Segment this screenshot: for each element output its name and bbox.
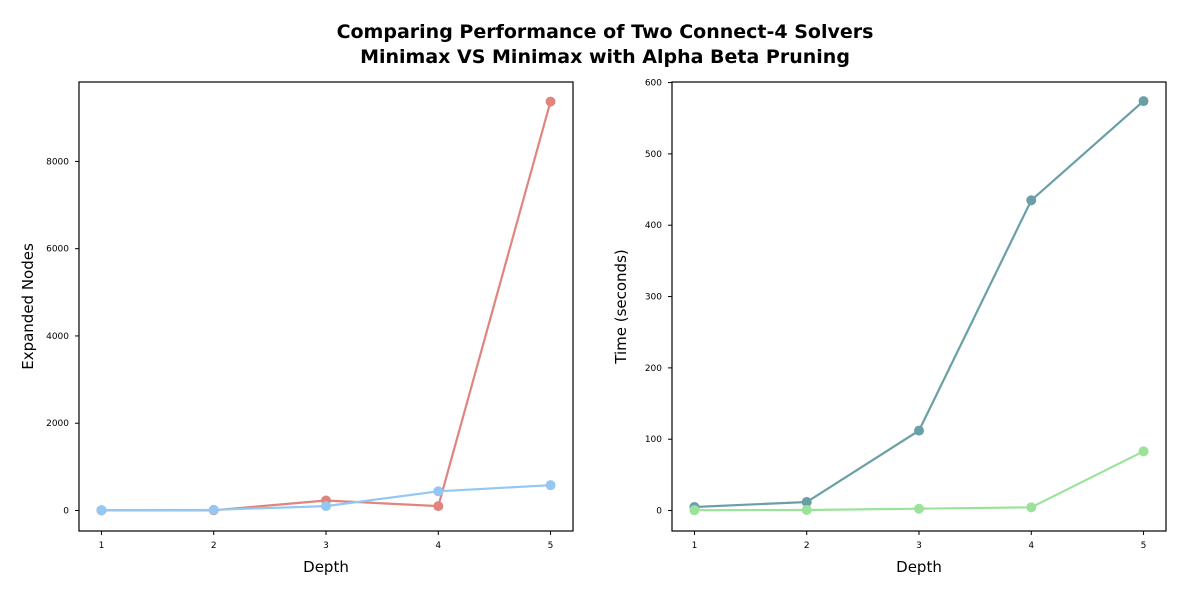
chart2-x-tick-label: 2 bbox=[804, 541, 810, 551]
chart2-y-tick-label: 400 bbox=[645, 221, 662, 231]
chart2-x-tick-label: 5 bbox=[1141, 541, 1147, 551]
chart1-plot: 1 2 3 4 5 0 2000 4000 6000 8000 Depth Expanded Node… bbox=[19, 81, 574, 576]
chart1-x-tick-label: 4 bbox=[435, 541, 441, 551]
chart1-y-tick-label: 8000 bbox=[46, 157, 69, 167]
chart2-axes-frame bbox=[671, 81, 1167, 532]
chart1-series-2-point bbox=[208, 504, 219, 515]
chart2-series-1-point bbox=[914, 425, 924, 436]
chart2-series-1-point bbox=[801, 496, 812, 507]
chart2-x-tick-label: 1 bbox=[692, 541, 698, 551]
chart1-series-2-point bbox=[433, 486, 444, 497]
chart2-series-1-point bbox=[1026, 195, 1037, 206]
chart2-series-2-point bbox=[689, 505, 700, 516]
chart2-series-2-point bbox=[1026, 502, 1037, 513]
chart1-y-tick-label: 4000 bbox=[46, 332, 69, 342]
figure-title: Comparing Performance of Two Connect-4 S… bbox=[336, 21, 874, 43]
chart1-y-tick-label: 0 bbox=[63, 506, 69, 516]
chart1-series-1-line bbox=[101, 101, 552, 512]
figure-subtitle: Minimax VS Minimax with Alpha Beta Pruni… bbox=[360, 46, 850, 68]
chart1-x-tick-label: 5 bbox=[548, 541, 554, 551]
chart2-plot: 1 2 3 4 5 0 100 200 300 400 500 600 Depth Time (secon… bbox=[612, 79, 1167, 576]
chart2-y-tick-label: 500 bbox=[645, 150, 662, 160]
chart2-y-tick-label: 300 bbox=[645, 293, 662, 303]
chart1-y-tick-label: 6000 bbox=[46, 245, 69, 255]
chart2-series-1-line bbox=[694, 100, 1145, 509]
chart2-x-tick-label: 3 bbox=[916, 541, 922, 551]
chart1-y-tick-label: 2000 bbox=[46, 419, 69, 429]
chart1-x-tick-label: 3 bbox=[323, 541, 329, 551]
chart2-y-tick-label: 0 bbox=[656, 507, 662, 517]
chart2-series-2-point bbox=[1138, 446, 1149, 457]
chart1-series-2-point bbox=[545, 480, 556, 491]
chart1-series-2-point bbox=[96, 505, 107, 516]
chart2-x-axis-label: Depth bbox=[896, 558, 942, 576]
chart1-axes-frame bbox=[78, 81, 574, 532]
chart2-series-2-point bbox=[914, 503, 924, 514]
chart1-x-tick-label: 2 bbox=[211, 541, 217, 551]
chart2-y-axis-label: Time (seconds) bbox=[612, 249, 630, 365]
chart2-y-tick-label: 100 bbox=[645, 435, 662, 445]
chart1-y-axis-label: Expanded Nodes bbox=[19, 243, 37, 370]
chart2-y-tick-label: 200 bbox=[645, 364, 662, 374]
chart1-x-tick-label: 1 bbox=[99, 541, 105, 551]
chart2-y-tick-label: 600 bbox=[645, 79, 662, 89]
chart2-series-2-line bbox=[694, 450, 1144, 512]
chart2-x-tick-label: 4 bbox=[1028, 541, 1034, 551]
chart1-series-1-point bbox=[545, 96, 556, 107]
chart2-series-1-point bbox=[1138, 96, 1149, 107]
chart1-x-axis-label: Depth bbox=[303, 558, 349, 576]
chart1-series-1-point bbox=[433, 501, 444, 512]
chart2-series-2-point bbox=[801, 504, 812, 515]
chart1-series-2-point bbox=[321, 501, 331, 512]
